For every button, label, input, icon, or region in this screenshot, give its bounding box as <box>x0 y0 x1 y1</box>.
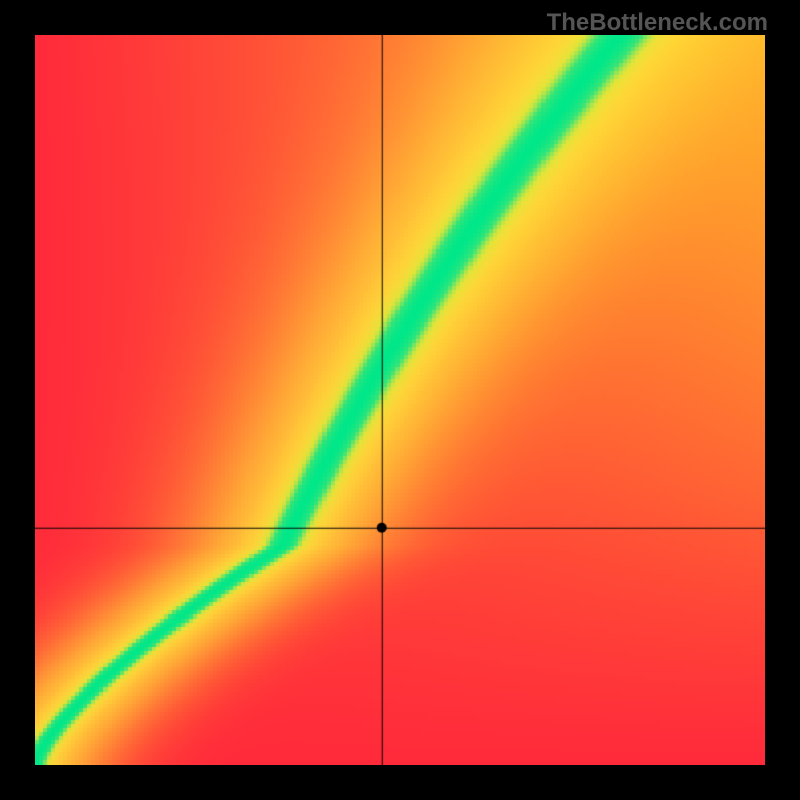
chart-container: TheBottleneck.com <box>0 0 800 800</box>
heatmap-plot <box>35 35 765 765</box>
watermark-text: TheBottleneck.com <box>547 9 768 37</box>
